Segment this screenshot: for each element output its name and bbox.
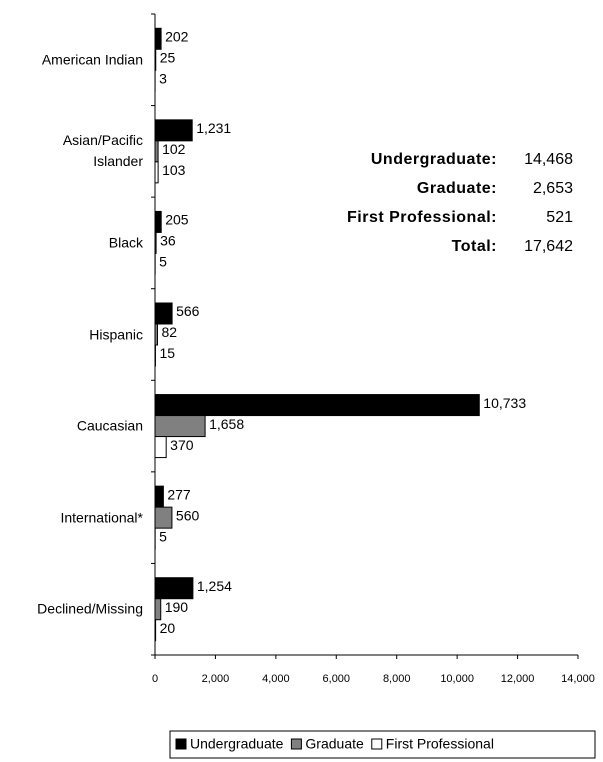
bar <box>154 48 157 71</box>
bar <box>154 231 157 254</box>
x-tick-label: 4,000 <box>262 673 290 685</box>
category-label: Black <box>108 234 143 251</box>
legend-label: Graduate <box>305 736 364 752</box>
value-label: 102 <box>162 141 186 157</box>
x-tick-label: 14,000 <box>561 673 595 685</box>
summary-label: First Professional: <box>347 209 497 226</box>
bar <box>154 140 159 163</box>
bar <box>154 598 162 621</box>
value-label: 5 <box>159 528 167 544</box>
x-tick-label: 6,000 <box>323 673 351 685</box>
value-label: 560 <box>176 507 200 523</box>
bar <box>154 323 158 346</box>
summary-value: 14,468 <box>524 151 573 168</box>
bar <box>154 485 164 508</box>
value-label: 202 <box>165 28 189 44</box>
bar <box>154 161 159 184</box>
legend-label: First Professional <box>386 736 494 752</box>
summary-value: 2,653 <box>533 180 573 197</box>
category-label: American Indian <box>41 51 143 68</box>
bar <box>154 577 194 600</box>
value-label: 36 <box>160 233 176 249</box>
value-label: 5 <box>159 254 167 270</box>
x-tick-label: 12,000 <box>501 673 535 685</box>
summary-label: Undergraduate: <box>371 151 497 168</box>
category-label: Hispanic <box>89 326 143 342</box>
x-tick-label: 0 <box>152 673 158 685</box>
bar <box>154 436 167 459</box>
category-label: Asian/Pacific Islander <box>62 132 143 170</box>
bar <box>154 415 206 438</box>
value-label: 1,254 <box>197 578 232 594</box>
legend-swatch <box>290 738 302 750</box>
value-label: 190 <box>165 599 189 615</box>
bar <box>154 394 480 417</box>
bar <box>154 119 193 142</box>
summary-label: Total: <box>452 238 497 255</box>
value-label: 25 <box>160 49 176 65</box>
value-label: 82 <box>161 324 177 340</box>
value-label: 205 <box>165 212 189 228</box>
x-tick-label: 8,000 <box>383 673 411 685</box>
category-label: Caucasian <box>76 417 143 434</box>
legend-swatch <box>371 738 383 750</box>
value-label: 103 <box>162 162 186 178</box>
bar <box>154 619 157 642</box>
summary-value: 17,642 <box>524 238 573 255</box>
value-label: 20 <box>160 620 176 636</box>
value-label: 370 <box>170 437 194 453</box>
value-label: 1,231 <box>196 120 231 136</box>
bar <box>154 27 162 50</box>
legend-swatch <box>175 738 187 750</box>
value-label: 1,658 <box>209 416 244 432</box>
legend-label: Undergraduate <box>190 736 284 752</box>
bar <box>154 210 162 233</box>
value-label: 3 <box>159 70 167 86</box>
summary-label: Graduate: <box>417 180 497 197</box>
value-label: 566 <box>176 303 200 319</box>
legend-box <box>169 730 596 759</box>
value-label: 277 <box>167 486 191 502</box>
category-label: International* <box>60 509 143 526</box>
bar <box>154 302 173 325</box>
category-label: Declined/Missing <box>37 600 143 617</box>
summary-value: 521 <box>546 209 573 226</box>
bar <box>154 506 173 529</box>
value-label: 10,733 <box>483 395 526 411</box>
value-label: 15 <box>159 345 175 361</box>
x-tick-label: 10,000 <box>440 673 474 685</box>
x-tick-label: 2,000 <box>202 673 230 685</box>
